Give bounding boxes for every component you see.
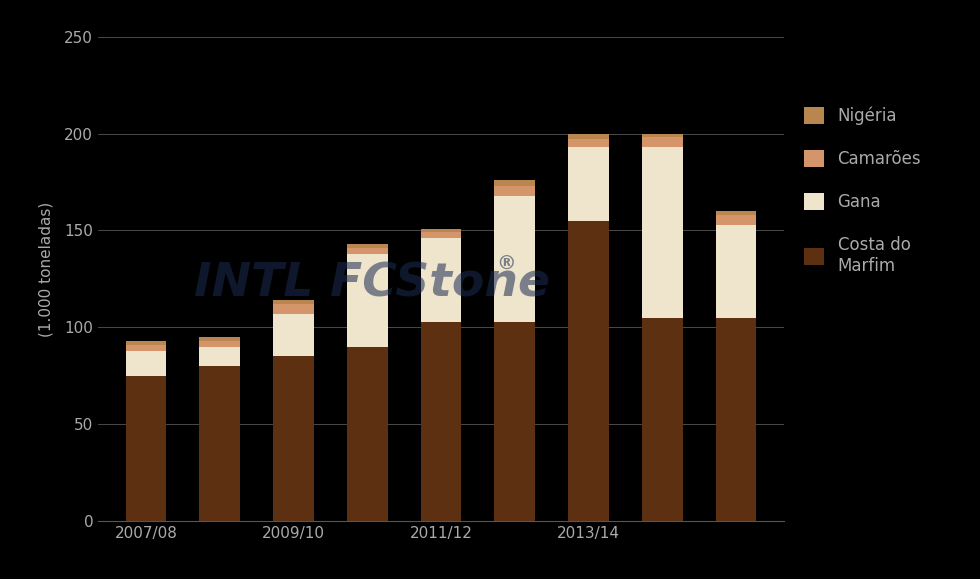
- Bar: [199, 337, 240, 341]
- Bar: [347, 254, 387, 347]
- Bar: [420, 229, 462, 232]
- Bar: [199, 366, 240, 521]
- Bar: [347, 244, 387, 248]
- Bar: [642, 137, 683, 147]
- Bar: [420, 232, 462, 238]
- Bar: [715, 215, 757, 225]
- Bar: [420, 321, 462, 521]
- Text: INTL FCStone: INTL FCStone: [194, 262, 551, 307]
- Bar: [568, 221, 609, 521]
- Bar: [199, 347, 240, 366]
- Bar: [495, 321, 535, 521]
- Bar: [568, 134, 609, 140]
- Bar: [568, 140, 609, 147]
- Bar: [495, 186, 535, 196]
- Bar: [125, 351, 167, 376]
- Bar: [642, 134, 683, 137]
- Bar: [125, 345, 167, 351]
- Bar: [642, 147, 683, 318]
- Bar: [273, 304, 314, 314]
- Bar: [273, 314, 314, 357]
- Bar: [715, 318, 757, 521]
- Bar: [715, 225, 757, 318]
- Legend: Nigéria, Camarões, Gana, Costa do
Marfim: Nigéria, Camarões, Gana, Costa do Marfim: [800, 101, 926, 280]
- Bar: [273, 301, 314, 304]
- Bar: [199, 341, 240, 347]
- Bar: [347, 248, 387, 254]
- Bar: [273, 357, 314, 521]
- Bar: [125, 341, 167, 345]
- Y-axis label: (1.000 toneladas): (1.000 toneladas): [38, 201, 53, 337]
- Bar: [420, 238, 462, 321]
- Bar: [715, 211, 757, 215]
- Bar: [125, 376, 167, 521]
- Bar: [642, 318, 683, 521]
- Text: ®: ®: [496, 255, 516, 274]
- Bar: [495, 196, 535, 321]
- Bar: [568, 147, 609, 221]
- Bar: [347, 347, 387, 521]
- Bar: [495, 180, 535, 186]
